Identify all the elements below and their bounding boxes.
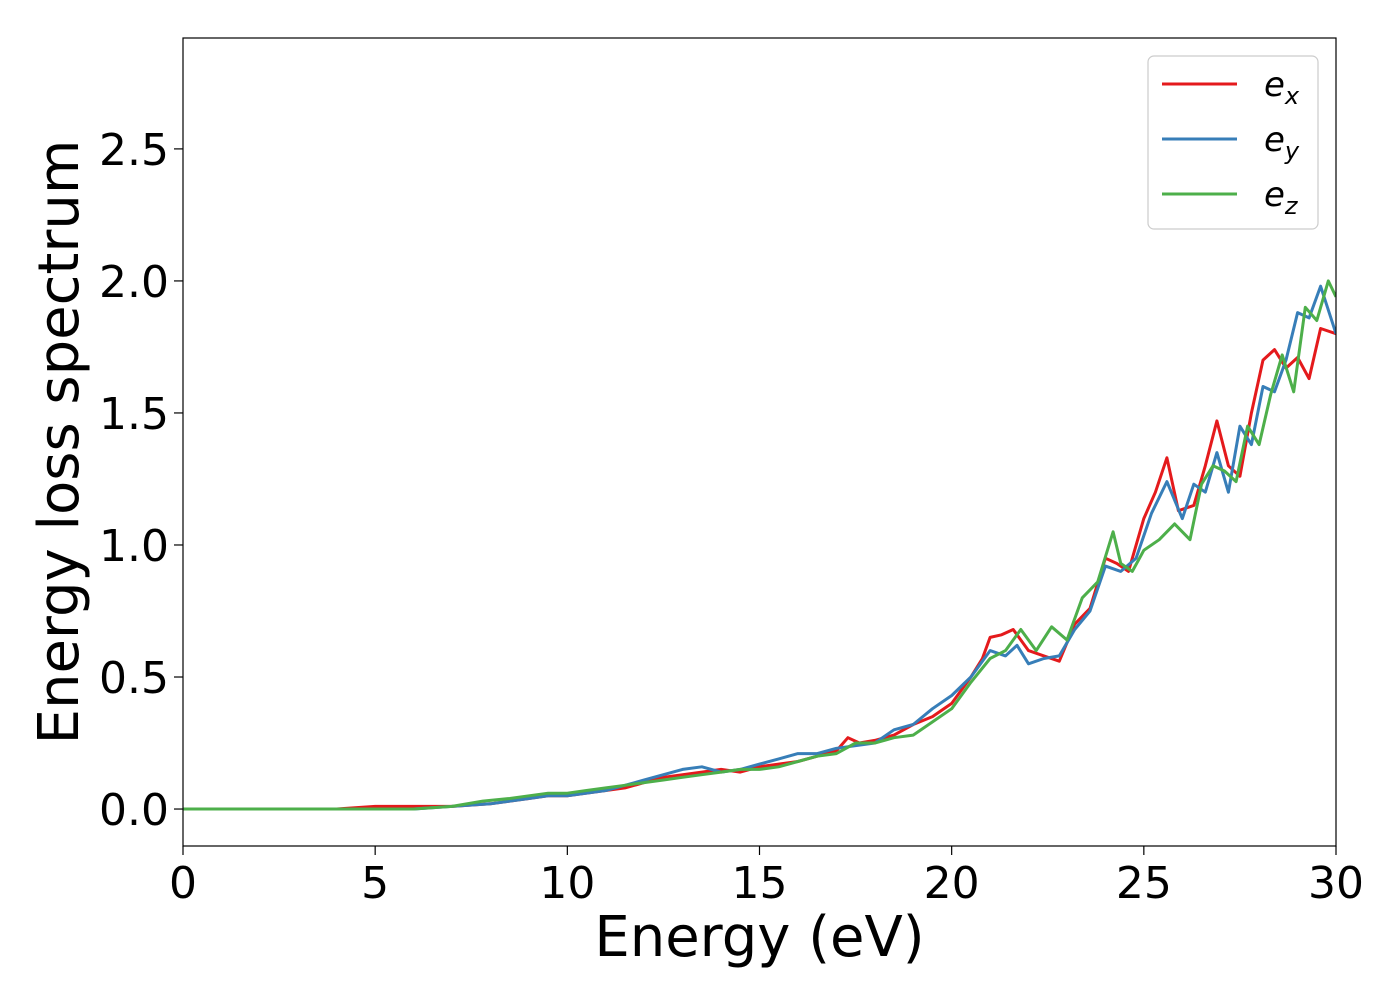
- y-axis-label: Energy loss spectrum: [27, 140, 92, 745]
- x-tick-label: 15: [732, 858, 788, 909]
- x-tick-label: 10: [539, 858, 595, 909]
- y-tick-label: 1.5: [99, 389, 169, 440]
- y-tick-label: 0.5: [99, 653, 169, 704]
- series-line-ez: [183, 279, 1336, 811]
- series-layer: [183, 279, 1336, 811]
- legend-box: [1147, 55, 1319, 230]
- x-tick-label: 20: [924, 858, 980, 909]
- y-tick-label: 2.0: [99, 257, 169, 308]
- x-tick-label: 30: [1308, 858, 1364, 909]
- x-tick-label: 0: [169, 858, 197, 909]
- y-tick-label: 0.0: [99, 785, 169, 836]
- y-tick-label: 1.0: [99, 521, 169, 572]
- legend-label-ex: ex: [1264, 65, 1300, 110]
- x-tick-label: 5: [361, 858, 389, 909]
- x-tick-label: 25: [1116, 858, 1172, 909]
- y-tick-label: 2.5: [99, 125, 169, 176]
- legend-label-ez: ez: [1264, 175, 1299, 220]
- legend: ex ey ez: [1147, 55, 1319, 230]
- series-line-ey: [183, 284, 1336, 811]
- tick-layer: 0 5 10 15 20 25 30 0.0 0.5 1.0 1.5 2.0 2.5: [99, 125, 1364, 909]
- legend-label-ey: ey: [1264, 120, 1300, 165]
- x-axis-label: Energy (eV): [594, 905, 924, 970]
